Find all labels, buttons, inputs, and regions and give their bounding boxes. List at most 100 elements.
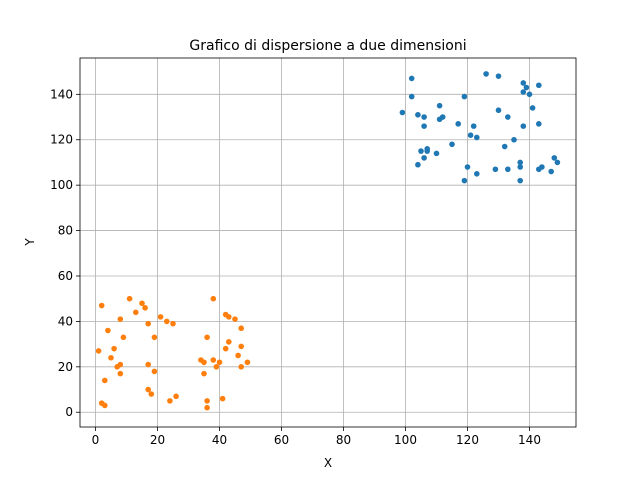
series-2-point: [142, 304, 148, 311]
series-1-point: [536, 166, 542, 173]
series-1-point: [517, 164, 523, 170]
series-1-point: [399, 109, 406, 116]
series-2-point: [133, 309, 139, 316]
x-tick-label: 80: [336, 433, 351, 447]
y-tick-label: 40: [58, 314, 73, 328]
series-1-point: [548, 168, 554, 175]
series-2-point: [151, 368, 158, 375]
series-2-point: [216, 359, 223, 366]
y-tick-label: 20: [58, 360, 73, 374]
series-2-point: [219, 395, 226, 402]
series-1-point: [483, 71, 489, 77]
x-tick-label: 20: [150, 433, 165, 447]
series-1-point: [523, 84, 530, 91]
series-2-point: [226, 339, 232, 345]
series-2-point: [98, 302, 105, 309]
series-1-point: [461, 93, 468, 100]
series-2-point: [95, 348, 102, 354]
series-1-point: [470, 123, 477, 129]
series-2-point: [120, 334, 127, 341]
series-2-point: [117, 370, 124, 377]
series-1-point: [455, 121, 462, 127]
series-2-point: [105, 327, 111, 334]
series-1-point: [517, 159, 523, 166]
x-tick-label: 100: [394, 433, 417, 447]
series-2-point: [204, 404, 210, 411]
series-1-point: [421, 155, 427, 161]
series-2-point: [201, 370, 207, 377]
series-2-point: [102, 402, 108, 409]
series-1-point: [421, 123, 427, 129]
series-2-point: [210, 357, 217, 363]
series-1-point: [464, 164, 471, 170]
grid-lines: [80, 58, 576, 427]
x-tick-label: 120: [456, 433, 479, 447]
y-tick-label: 100: [50, 178, 73, 192]
series-1-point: [415, 161, 421, 168]
series-2-point: [102, 377, 108, 384]
series-1-point: [554, 159, 561, 166]
series-2-point: [139, 300, 145, 307]
series-1-point: [449, 141, 455, 148]
series-1-point: [505, 166, 511, 173]
series-1-point: [495, 107, 502, 114]
y-tick-label: 60: [58, 269, 73, 283]
x-axis-ticks: 0 20 40 60 80 100 120 140: [92, 427, 541, 447]
series-2-point: [238, 325, 244, 332]
series-1-point: [492, 166, 499, 173]
series-2-point: [210, 295, 217, 302]
series-2-point: [126, 295, 133, 302]
x-tick-label: 60: [274, 433, 289, 447]
series-1-point: [520, 89, 527, 95]
y-axis-label: Y: [23, 238, 37, 247]
x-tick-label: 40: [212, 433, 227, 447]
series-1-point: [436, 116, 443, 123]
series-2-point: [157, 314, 164, 320]
series-1-point: [536, 121, 542, 127]
series-2-point: [222, 345, 229, 352]
series-1-point: [551, 155, 558, 161]
series-1-point: [511, 136, 517, 143]
series-1-point: [415, 111, 421, 118]
series-1-point: [467, 132, 474, 139]
series-1-point: [520, 80, 527, 86]
series-1-point: [505, 114, 511, 120]
series-2-point: [164, 318, 170, 325]
plot-frame: [79, 57, 577, 428]
series-1-point: [421, 114, 427, 120]
series-2-point: [244, 359, 251, 366]
x-tick-label: 140: [518, 433, 541, 447]
series-2-point: [108, 354, 114, 361]
series-1-point: [529, 105, 536, 111]
x-axis-label: X: [324, 456, 332, 470]
series-2-point: [145, 361, 151, 368]
series-1-point: [501, 143, 508, 150]
series-2-point: [226, 314, 232, 320]
series-1-point: [418, 148, 424, 154]
series-2-point: [145, 320, 151, 327]
series-1-point: [408, 93, 415, 100]
series-2-point: [145, 386, 151, 393]
series-2-point: [148, 391, 155, 397]
series-2-point: [235, 352, 241, 359]
series-2-point: [204, 334, 210, 341]
y-tick-label: 120: [50, 133, 73, 147]
series-1-point: [433, 150, 440, 157]
series-2-point: [238, 364, 244, 370]
series-2-point: [173, 393, 179, 400]
series-2-point: [117, 316, 124, 322]
series-2-point: [238, 343, 244, 350]
series-1-point: [408, 75, 415, 82]
series-2-point: [114, 364, 120, 370]
series-1-point: [436, 102, 443, 109]
y-axis-ticks: 0 20 40 60 80 100 120 140: [50, 87, 80, 419]
series-2-point: [170, 320, 176, 327]
series-2-point: [111, 345, 117, 352]
series-1-point: [474, 134, 480, 141]
chart-title: Grafico di dispersione a due dimensioni: [189, 38, 466, 54]
series-2-point: [232, 316, 238, 322]
y-tick-label: 140: [50, 87, 73, 101]
series-2-point: [204, 398, 210, 404]
